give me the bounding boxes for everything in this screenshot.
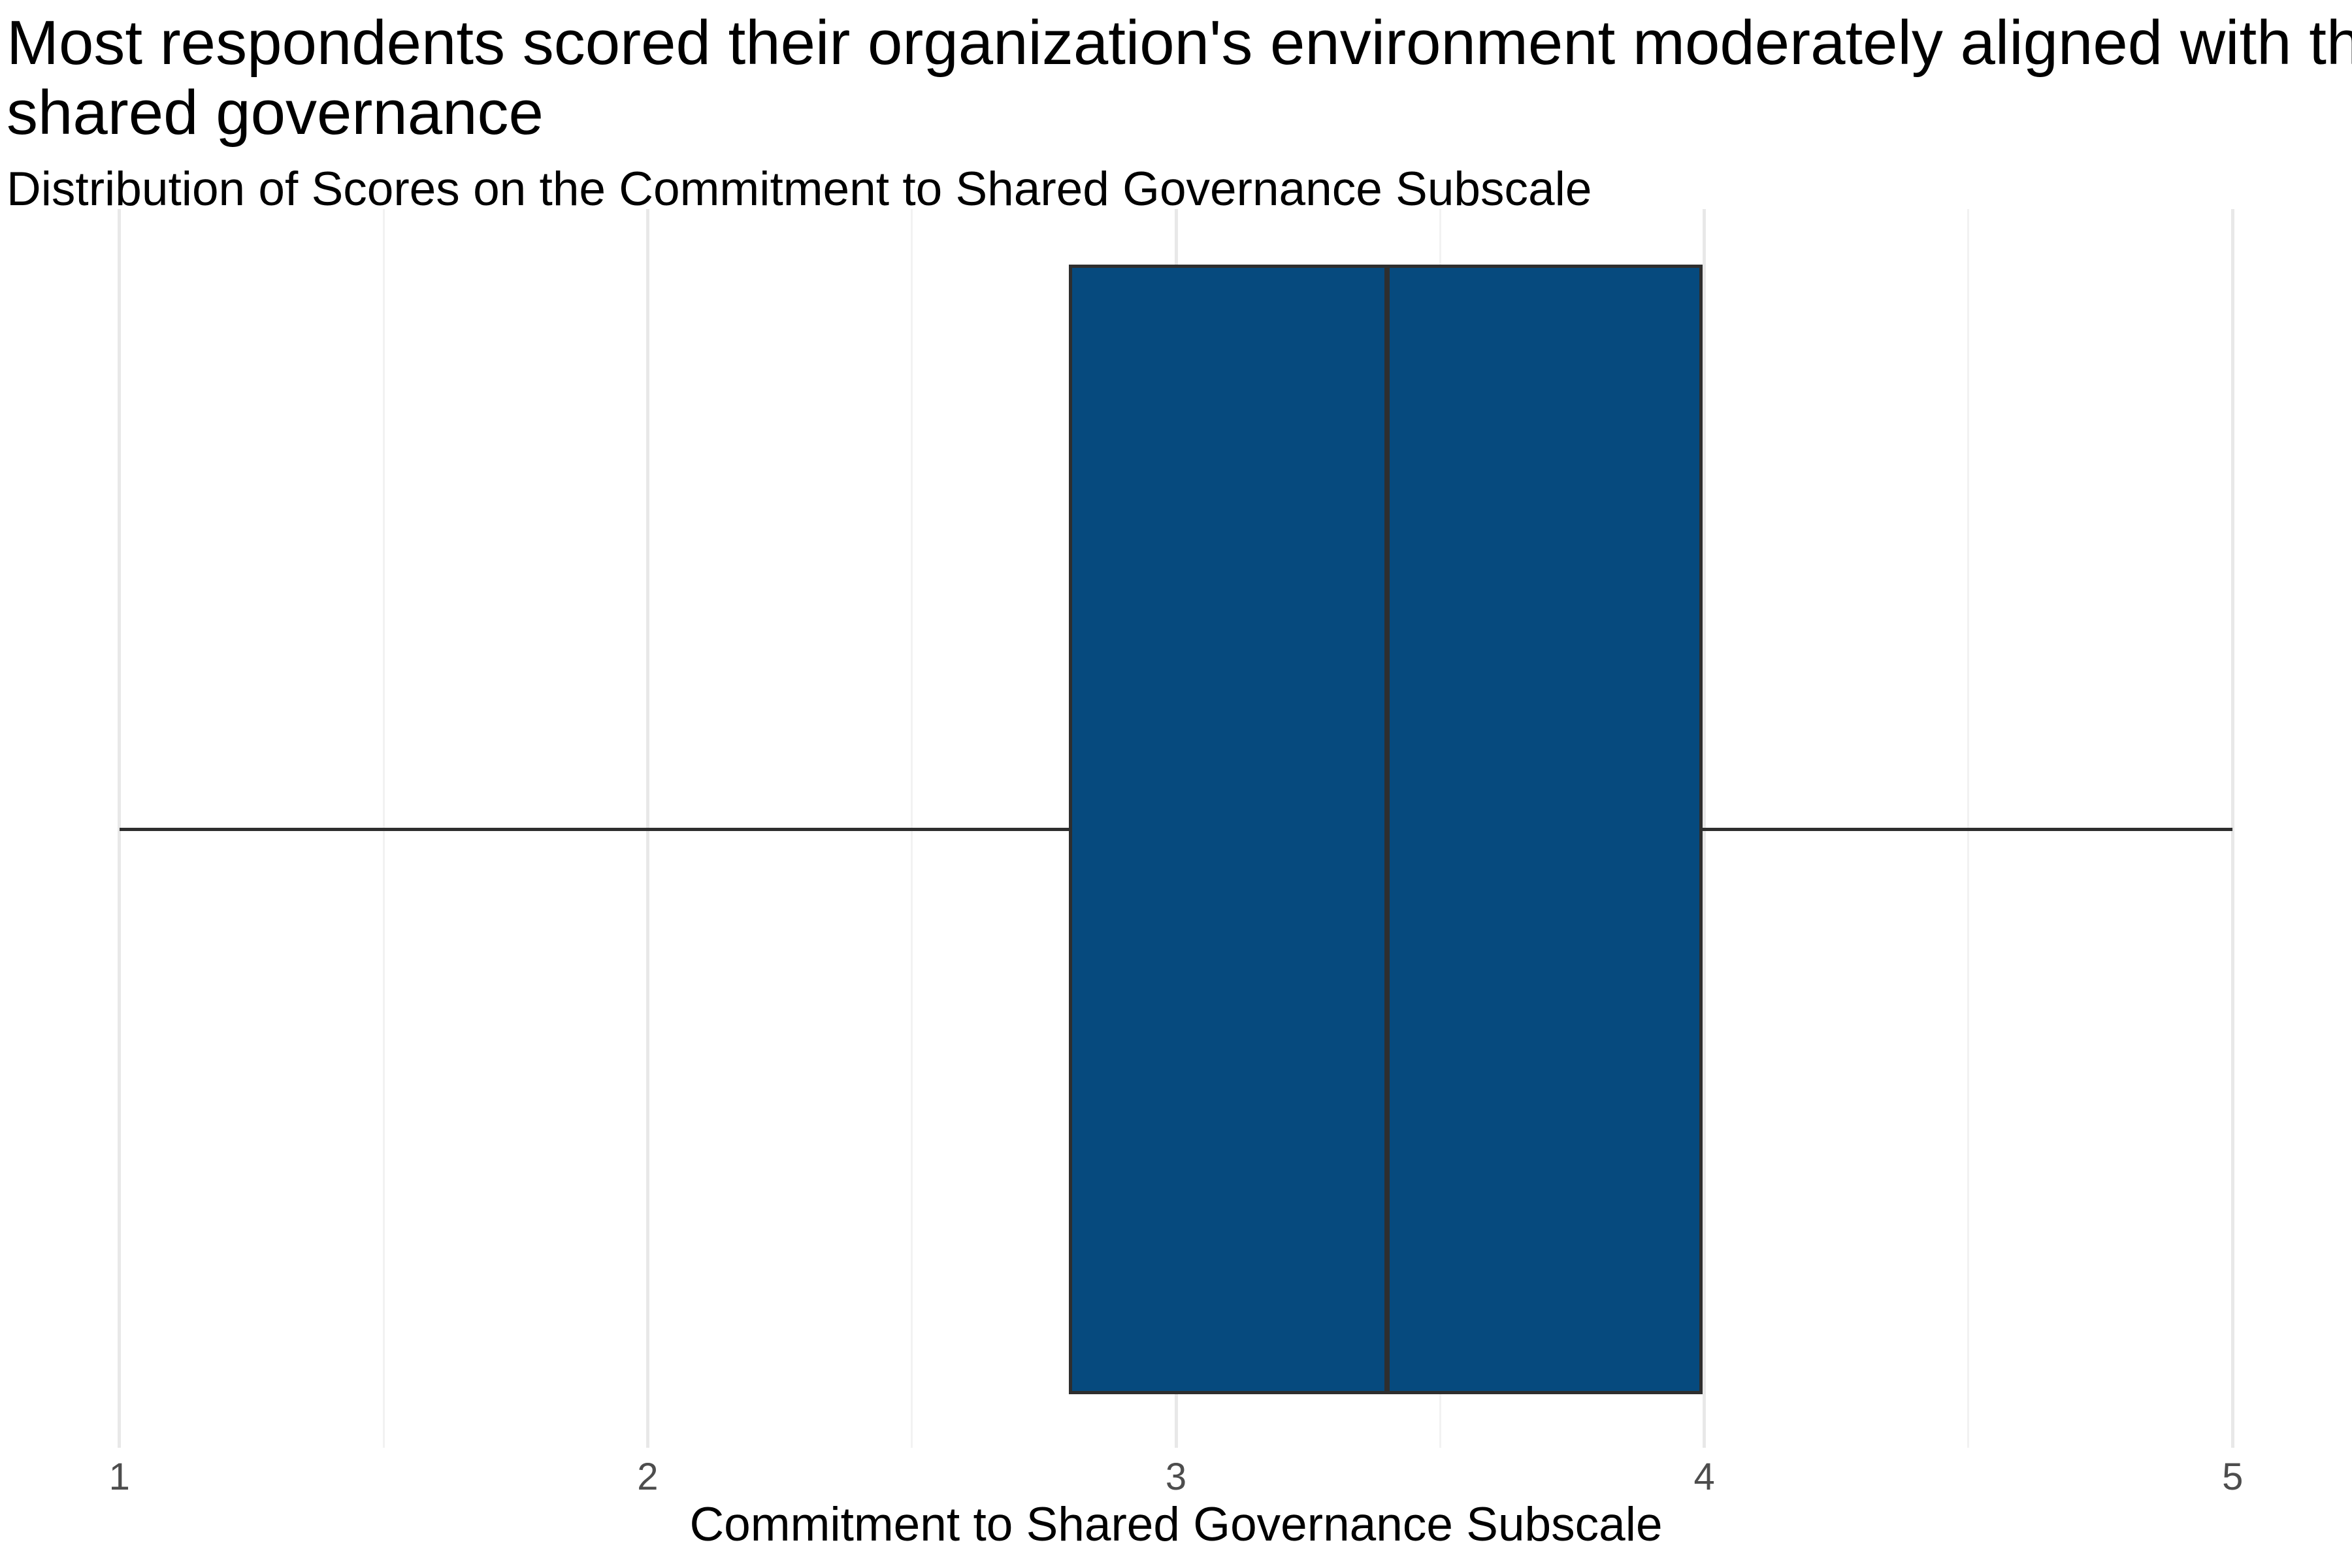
x-tick-label: 3 [1165,1456,1187,1498]
x-axis-title: Commitment to Shared Governance Subscale [689,1498,1663,1551]
boxplot-median-line [1384,265,1390,1395]
x-tick-label: 1 [108,1456,130,1498]
chart-title-line-2: shared governance [7,78,544,148]
x-tick-label: 2 [637,1456,659,1498]
chart-title: Most respondents scored their organizati… [7,8,2352,148]
gridline-major-x [2230,209,2234,1448]
x-tick-label: 5 [2222,1456,2244,1498]
chart-title-line-1: Most respondents scored their organizati… [7,8,2352,78]
x-tick-label: 4 [1693,1456,1715,1498]
chart-subtitle: Distribution of Scores on the Commitment… [7,163,1592,216]
